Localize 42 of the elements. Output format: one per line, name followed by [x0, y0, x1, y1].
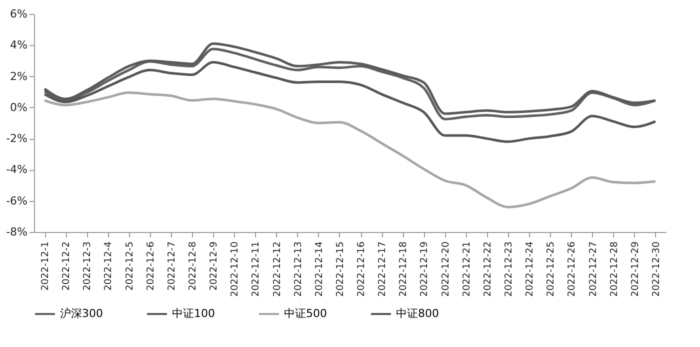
x-tick-label: 2022-12-13 — [292, 242, 304, 297]
x-tick-label: 2022-12-23 — [504, 242, 514, 297]
legend-label: 沪深300 — [60, 307, 103, 320]
x-tick-label: 2022-12-25 — [546, 242, 557, 297]
x-tick-label: 2022-12-5 — [124, 242, 136, 291]
y-tick-label: -8% — [6, 226, 28, 238]
x-tick-label: 2022-12-17 — [377, 242, 388, 297]
y-tick-label: -6% — [6, 194, 28, 208]
x-tick-label: 2022-12-12 — [272, 242, 283, 297]
x-tick-label: 2022-12-21 — [461, 242, 472, 297]
legend-label: 中证800 — [396, 307, 439, 320]
x-tick-label: 2022-12-2 — [61, 242, 72, 291]
x-tick-label: 2022-12-28 — [608, 242, 620, 297]
legend-label: 中证500 — [284, 307, 327, 320]
x-tick-label: 2022-12-20 — [440, 242, 452, 297]
y-tick-label: -4% — [6, 163, 28, 176]
y-tick-label: 2% — [10, 70, 28, 83]
x-tick-label: 2022-12-3 — [82, 242, 94, 291]
x-tick-label: 2022-12-11 — [250, 242, 262, 297]
x-tick-label: 2022-12-15 — [334, 242, 346, 297]
x-tick-label: 2022-12-10 — [230, 242, 241, 297]
x-tick-label: 2022-12-27 — [588, 242, 599, 297]
x-tick-label: 2022-12-22 — [482, 242, 494, 297]
x-tick-label: 2022-12-26 — [566, 242, 578, 297]
x-tick-label: 2022-12-8 — [188, 242, 198, 291]
x-tick-label: 2022-12-18 — [398, 242, 410, 297]
x-tick-label: 2022-12-7 — [166, 242, 178, 291]
x-tick-label: 2022-12-4 — [103, 242, 114, 291]
x-tick-label: 2022-12-9 — [208, 242, 220, 291]
x-tick-label: 2022-12-14 — [314, 242, 325, 297]
x-tick-label: 2022-12-1 — [40, 242, 52, 291]
x-tick-label: 2022-12-19 — [419, 242, 430, 297]
x-tick-label: 2022-12-16 — [356, 242, 368, 297]
x-tick-label: 2022-12-6 — [145, 242, 156, 291]
legend-label: 中证100 — [172, 307, 215, 320]
y-tick-label: 4% — [10, 38, 28, 52]
x-tick-label: 2022-12-30 — [650, 242, 662, 297]
x-tick-label: 2022-12-29 — [630, 242, 641, 297]
x-tick-label: 2022-12-24 — [524, 242, 536, 297]
y-tick-label: -2% — [6, 132, 28, 146]
y-tick-label: 0% — [10, 100, 28, 114]
y-tick-label: 6% — [10, 8, 28, 20]
